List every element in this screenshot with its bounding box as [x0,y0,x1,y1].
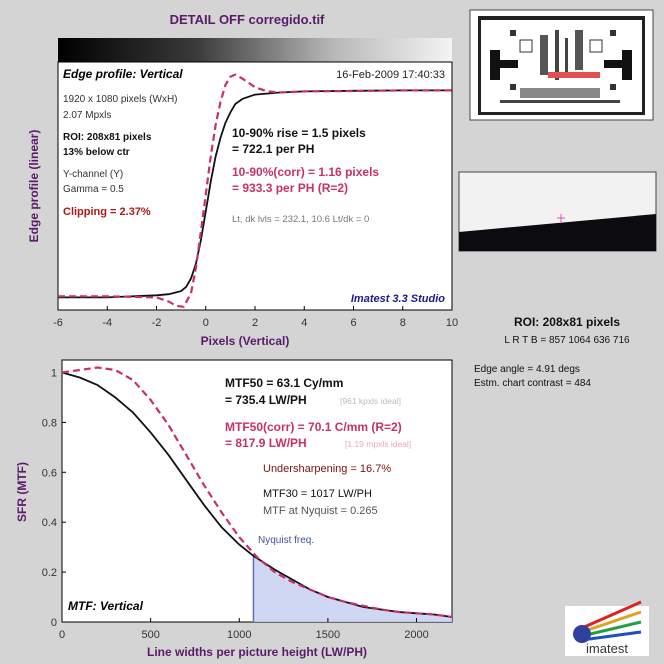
edge-profile-corrected-line [58,73,452,308]
mtf-y-tick-label: 0.6 [42,467,57,479]
test-chart-thumbnail [469,9,654,121]
edge-timestamp: 16-Feb-2009 17:40:33 [336,69,445,81]
edge-x-tick-label: 0 [203,317,209,329]
edge-profile-line [58,89,452,299]
mtf50: MTF50 = 63.1 Cy/mm [225,376,343,390]
edge-rise-ph: = 722.1 per PH [232,142,314,156]
figure-title: DETAIL OFF corregido.tif [170,12,325,27]
edge-roi-size: ROI: 208x81 pixels [63,132,152,143]
edge-curves [58,73,452,308]
edge-plot-background [57,61,453,311]
edge-angle: Edge angle = 4.91 degs [474,364,580,375]
mtf-panel-heading: MTF: Vertical [68,599,144,613]
mtf-y-tick-label: 0.8 [42,417,57,429]
mtf-x-tick-label: 0 [59,629,65,641]
mtf-at-nyquist: MTF at Nyquist = 0.265 [263,505,378,517]
edge-x-ticks: -6 -4 -2 0 2 4 6 8 10 [53,306,458,329]
nyquist-shaded-area [252,555,452,622]
mtf-x-tick-label: 1500 [316,629,340,641]
nyquist-label: Nyquist freq. [258,535,314,546]
edge-x-tick-label: -2 [152,317,162,329]
chart-contrast: Estm. chart contrast = 484 [474,378,591,389]
mtf50-lwph: = 735.4 LW/PH [225,393,307,407]
roi-coords: L R T B = 857 1064 636 716 [504,335,630,346]
mtf30: MTF30 = 1017 LW/PH [263,488,372,500]
edge-corr-pixels: 10-90%(corr) = 1.16 pixels [232,165,379,179]
imatest-logo: imatest [565,600,649,656]
roi-thumbnail [458,171,657,252]
edge-x-tick-label: -4 [102,317,112,329]
mtf-y-axis-label: SFR (MTF) [15,462,29,522]
logo-text: imatest [586,641,628,656]
mtf-y-tick-label: 0 [51,617,57,629]
edge-gamma: Gamma = 0.5 [63,184,124,195]
gray-gradient-bar [58,38,452,62]
edge-x-tick-label: 6 [350,317,356,329]
edge-corr-ph: = 933.3 per PH (R=2) [232,181,348,195]
mtf-y-tick-label: 0.2 [42,567,57,579]
edge-clipping: Clipping = 2.37% [63,206,151,218]
edge-x-tick-label: -6 [53,317,63,329]
nyquist-fill [253,555,452,622]
edge-info-resolution: 1920 x 1080 pixels (WxH) [63,94,178,105]
mtf-corrected-line [61,366,453,619]
mtf50-ideal: [961 kpxls ideal] [340,396,401,406]
edge-rise-pixels: 10-90% rise = 1.5 pixels [232,126,366,140]
edge-x-tick-label: 8 [400,317,406,329]
software-label: Imatest 3.3 Studio [351,293,445,305]
edge-y-axis-label: Edge profile (linear) [27,130,41,243]
mtf-axis-ticks: 0 500 1000 1500 2000 0 0.2 0.4 0.6 0.8 1 [42,367,429,641]
mtf50-corr: MTF50(corr) = 70.1 C/mm (R=2) [225,420,402,434]
edge-profile-chart: -6 -4 -2 0 2 4 6 8 10 Edge profile: Vertical 16-… [27,61,458,348]
mtf50-corr-ideal: [1.19 mpxls ideal] [345,439,411,449]
mtf-y-tick-label: 0.4 [42,517,57,529]
edge-x-tick-label: 2 [252,317,258,329]
edge-panel-heading: Edge profile: Vertical [63,67,183,81]
edge-x-tick-label: 10 [446,317,458,329]
edge-roi-position: 13% below ctr [63,147,130,158]
mtf-x-tick-label: 2000 [404,629,428,641]
mtf50-corr-lwph: = 817.9 LW/PH [225,436,307,450]
undersharpening: Undersharpening = 16.7% [263,463,391,475]
mtf-x-axis-label: Line widths per picture height (LW/PH) [147,645,367,659]
mtf-chart: 0 500 1000 1500 2000 0 0.2 0.4 0.6 0.8 1 MTF50 = 6… [15,359,453,659]
edge-x-axis-label: Pixels (Vertical) [201,334,290,348]
mtf-curves [61,366,453,619]
edge-info-mpxls: 2.07 Mpxls [63,110,111,121]
mtf-x-tick-label: 1000 [227,629,251,641]
mtf-y-tick-label: 1 [51,367,57,379]
mtf-x-tick-label: 500 [141,629,159,641]
roi-title: ROI: 208x81 pixels [514,315,620,329]
edge-channel: Y-channel (Y) [63,169,123,180]
edge-levels: Lt, dk lvls = 232.1, 10.6 Lt/dk = 0 [232,214,369,225]
edge-x-tick-label: 4 [301,317,307,329]
